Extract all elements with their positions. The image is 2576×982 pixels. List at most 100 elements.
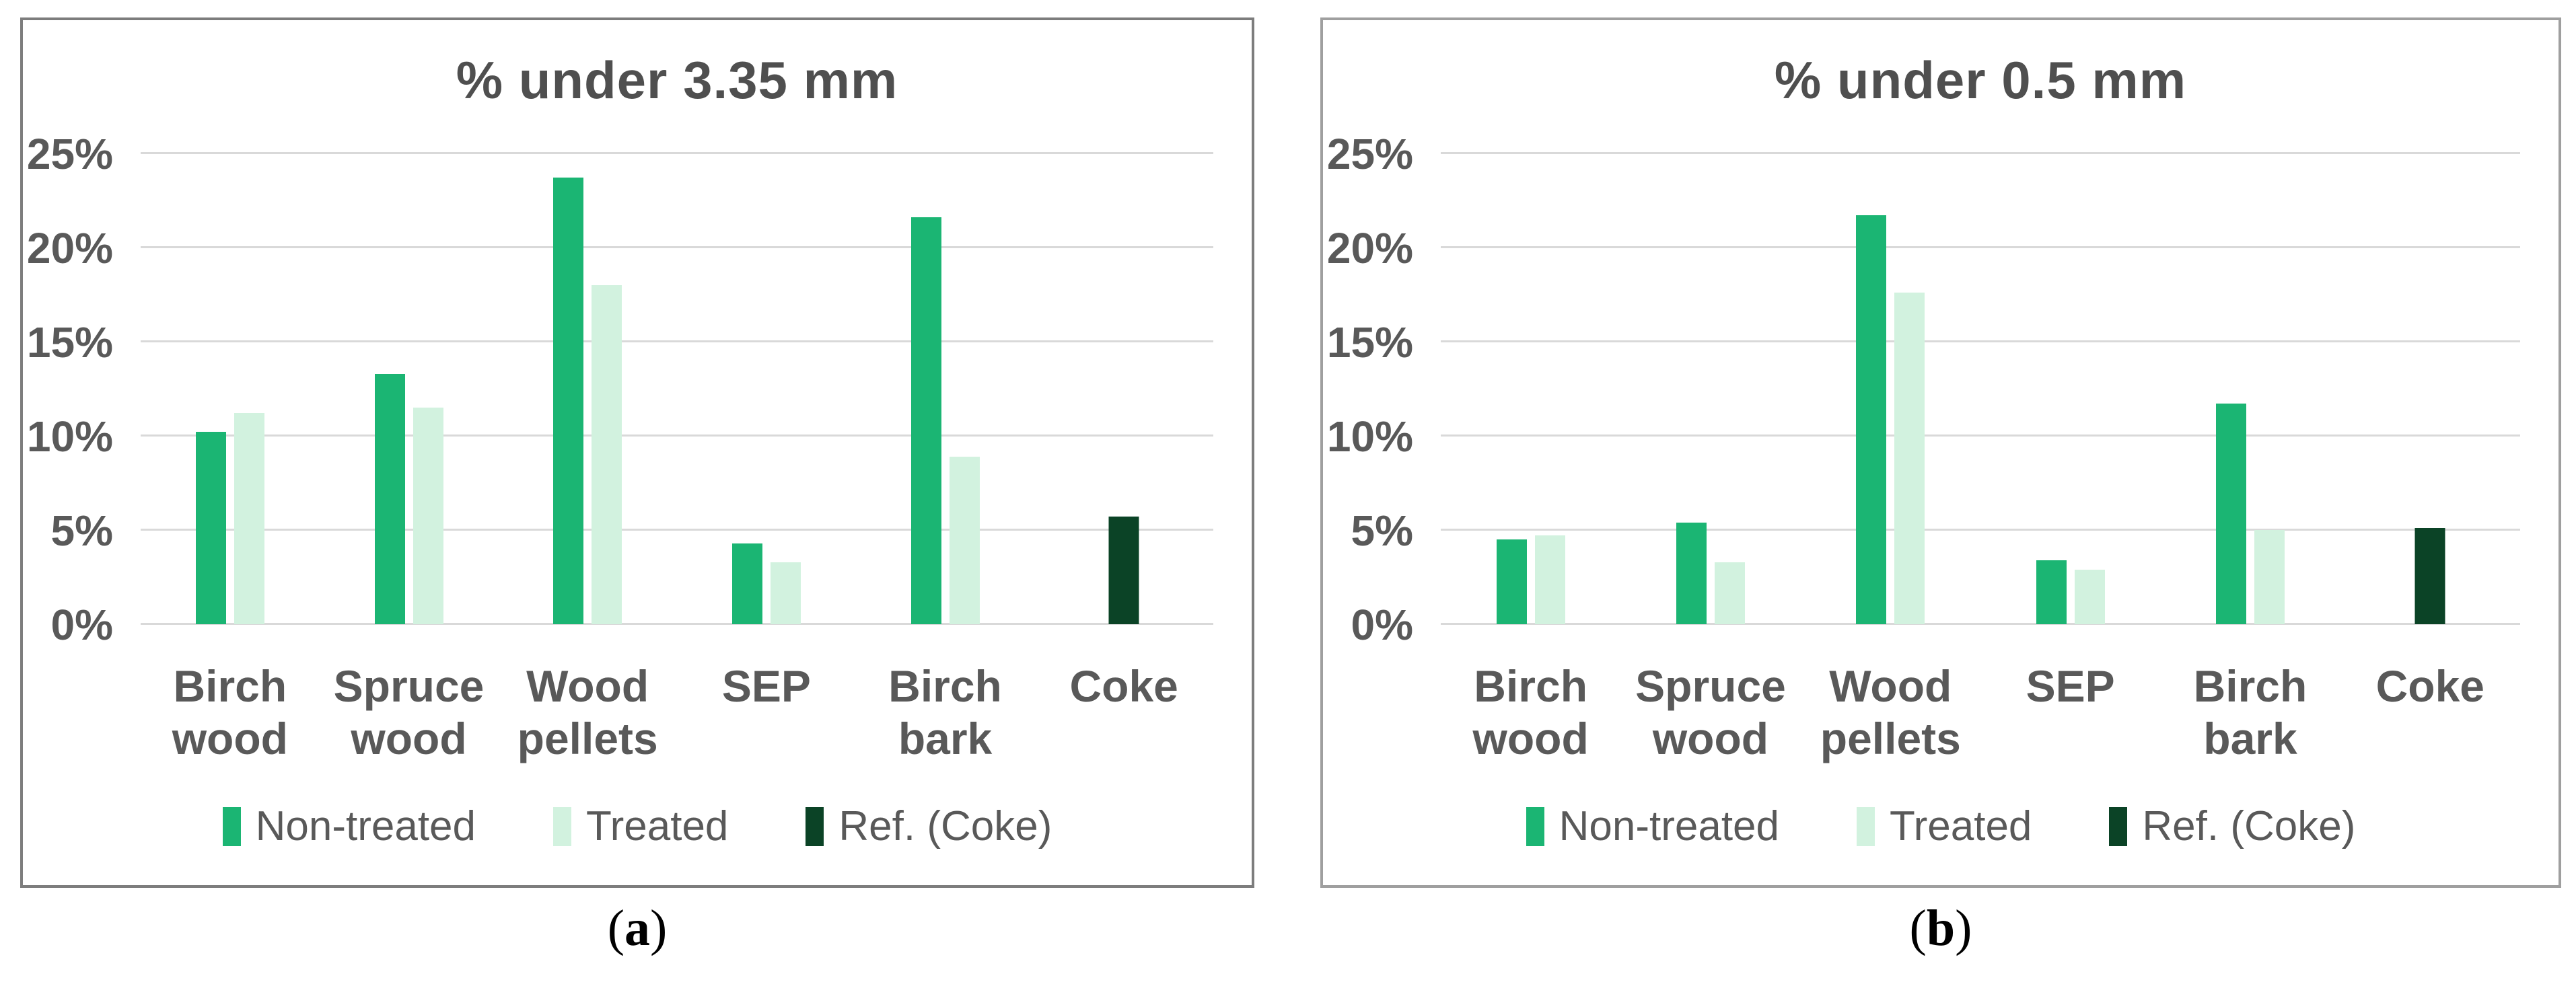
bar [1496, 539, 1527, 624]
gridline [1441, 246, 2520, 248]
legend-item: Ref. (Coke) [2109, 806, 2355, 847]
bar-group [195, 413, 264, 624]
bar-group [1108, 517, 1139, 624]
caption-close: ) [650, 900, 668, 956]
bar [1676, 522, 1707, 624]
bars-layer [141, 127, 1213, 625]
category-slot [677, 127, 856, 625]
legend-item: Non-treated [1526, 806, 1779, 847]
caption-letter: a [624, 900, 650, 956]
caption-letter: b [1926, 900, 1956, 956]
plot-area [141, 127, 1213, 625]
caption-a: (a) [20, 903, 1254, 954]
bar [592, 285, 622, 624]
bar [2215, 404, 2246, 624]
y-axis-tick-label: 20% [26, 224, 113, 272]
bar-group [1496, 535, 1565, 624]
y-axis-tick-label: 10% [26, 412, 113, 461]
category-label: Wood pellets [517, 661, 658, 763]
bar-group [2036, 560, 2105, 624]
legend-label: Treated [586, 803, 729, 849]
bar [195, 432, 226, 624]
y-axis-tick-label: 15% [1326, 318, 1413, 367]
category-label: Birch wood [172, 661, 288, 763]
category-slot [2160, 127, 2340, 625]
legend: Non-treated Treated Ref. (Coke) [1323, 806, 2559, 847]
gridline [1441, 435, 2520, 437]
bar [770, 562, 801, 624]
caption-open: ( [1909, 900, 1927, 956]
legend: Non-treated Treated Ref. (Coke) [23, 806, 1252, 847]
category-slot [498, 127, 677, 625]
legend-label: Non-treated [255, 803, 476, 849]
bar [2074, 569, 2105, 624]
legend-item: Ref. (Coke) [806, 806, 1052, 847]
category-slot [1620, 127, 1800, 625]
x-axis: Birch wood Spruce wood Wood pellets SEP Birch ba… [1441, 660, 2520, 765]
legend-item: Non-treated [222, 803, 476, 849]
y-axis: 0% 5% 10% 15% 20% 25% [23, 127, 124, 646]
legend-label: Non-treated [1559, 803, 1780, 849]
legend-label: Ref. (Coke) [838, 803, 1052, 849]
category-label: SEP [2026, 661, 2115, 711]
bar [910, 217, 941, 624]
gridline [141, 152, 1213, 154]
gridline [141, 435, 1213, 437]
bar-group [2414, 528, 2445, 624]
gridline [1441, 340, 2520, 342]
category-slot [856, 127, 1035, 625]
category-slot [1801, 127, 1980, 625]
bar [1108, 517, 1139, 624]
category-label: Coke [2375, 661, 2484, 711]
y-axis: 0% 5% 10% 15% 20% 25% [1323, 127, 1424, 646]
bar-group [1856, 215, 1925, 624]
bar [1714, 562, 1745, 624]
legend-swatch [806, 807, 824, 846]
bar-group [910, 217, 980, 624]
y-axis-tick-label: 25% [26, 130, 113, 178]
bar [1856, 215, 1887, 624]
bar [2036, 560, 2067, 624]
category-label: Wood pellets [1820, 661, 1961, 763]
chart-panel-b: % under 0.5 mm 0% 5% 10% 15% 20% 25% Birch woo… [1320, 17, 2561, 888]
category-label: Spruce wood [333, 661, 485, 763]
category-slot [141, 127, 320, 625]
category-slot [1980, 127, 2160, 625]
bar-group [2215, 404, 2285, 624]
legend-swatch [1857, 807, 1875, 846]
bars-layer [1441, 127, 2520, 625]
bar-group [374, 373, 443, 624]
bar [731, 543, 762, 624]
bar [413, 408, 443, 624]
chart-panel-a: % under 3.35 mm 0% 5% 10% 15% 20% 25% Birch wo… [20, 17, 1254, 888]
y-axis-tick-label: 0% [50, 601, 114, 649]
category-slot [1034, 127, 1213, 625]
gridline [141, 340, 1213, 342]
category-label: Birch bark [2193, 661, 2307, 763]
category-slot [320, 127, 499, 625]
chart-title: % under 0.5 mm [1774, 50, 2187, 110]
bar-group [1676, 522, 1745, 624]
caption-open: ( [607, 900, 624, 956]
category-label: SEP [721, 661, 811, 711]
bar [234, 413, 264, 624]
bar [553, 178, 584, 624]
legend-label: Ref. (Coke) [2142, 803, 2356, 849]
y-axis-tick-label: 20% [1326, 224, 1413, 272]
y-axis-tick-label: 0% [1351, 601, 1414, 649]
category-slot [1441, 127, 1620, 625]
caption-close: ) [1955, 900, 1972, 956]
bar [949, 456, 980, 624]
gridline [1441, 529, 2520, 531]
bar [2414, 528, 2445, 624]
y-axis-tick-label: 15% [26, 318, 113, 367]
gridline [1441, 623, 2520, 625]
legend-item: Treated [1857, 806, 2032, 847]
y-axis-tick-label: 10% [1326, 412, 1413, 461]
y-axis-tick-label: 5% [50, 506, 114, 555]
bar-group [731, 543, 801, 624]
category-slot [2340, 127, 2520, 625]
legend-swatch [222, 807, 241, 846]
bar [1894, 293, 1925, 624]
